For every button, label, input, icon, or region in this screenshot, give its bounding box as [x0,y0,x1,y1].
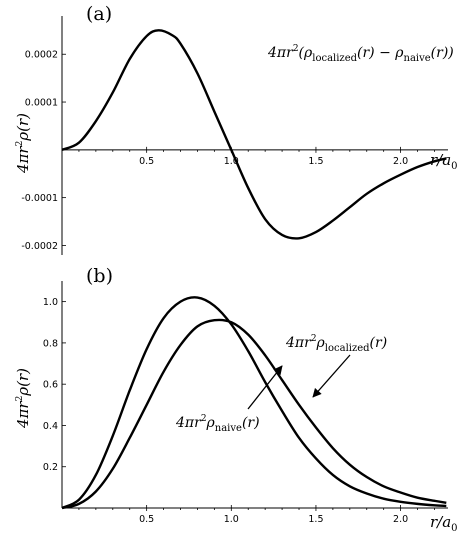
annotation-naive: 4πr2ρnaive(r) [175,414,260,434]
panel-a-letter: (a) [86,3,112,25]
panel-b-series-1-line [61,318,447,510]
panel-b-y-tick-label: 0.2 [43,462,58,473]
svg-text:r/a0: r/a0 [430,151,458,172]
annotation-localized: 4πr2ρlocalized(r) [285,334,387,354]
panel-a-y-tick-label: -0.0002 [21,241,58,252]
panel-a-x-tick-label: 1.5 [308,156,323,167]
svg-text:4πr2(ρlocalized(r) − ρnaive(r): 4πr2(ρlocalized(r) − ρnaive(r)) [267,44,454,64]
panel-a-plot: 0.5 1.0 1.5 2.0 -0.0002 -0.0001 0.0001 0.0002 [21,16,448,255]
panel-b-y-axis-title: 4πr2ρ(r) [14,368,32,429]
panel-a-x-tick-label: 0.5 [139,156,154,167]
panel-a-x-axis-title: r/a0 [430,151,458,172]
panel-b-x-tick-label: 2.0 [393,514,408,525]
panel-a-x-tick-label: 2.0 [393,156,408,167]
panel-b-y-tick-label: 0.4 [43,421,58,432]
panel-b-plot: 0.5 1.0 1.5 2.0 0.2 0.4 0.6 0.8 1.0 [43,281,448,525]
panel-b-y-tick-label: 1.0 [43,297,58,308]
panel-b-x-tick-label: 0.5 [139,514,154,525]
svg-text:r/a0: r/a0 [430,513,458,533]
panel-b-y-tick-label: 0.8 [43,338,58,349]
panel-b-x-axis-title: r/a0 [430,513,458,533]
panel-b-y-tick-label: 0.6 [43,380,58,391]
panel-b-x-tick-label: 1.5 [308,514,323,525]
panel-a-annotation: 4πr2(ρlocalized(r) − ρnaive(r)) [267,44,454,64]
svg-text:4πr2ρ(r): 4πr2ρ(r) [14,113,32,174]
svg-text:4πr2ρnaive(r): 4πr2ρnaive(r) [175,414,260,434]
panel-b-series-0-line [61,296,447,510]
svg-text:4πr2ρlocalized(r): 4πr2ρlocalized(r) [285,334,387,354]
panel-a-y-tick-label: 0.0001 [25,98,58,109]
panel-a: (a) 4πr2(ρlocalized(r) − ρnaive(r)) 4πr2… [14,3,458,255]
panel-b: (b) 4πr2ρ(r) r/a0 4πr2ρlocalized(r) 4πr2… [14,265,458,533]
panel-b-x-tick-label: 1.0 [224,514,239,525]
panel-b-letter: (b) [86,265,113,287]
panel-a-y-tick-label: 0.0002 [25,50,58,61]
arrow-localized [312,354,351,398]
panel-a-y-axis-title: 4πr2ρ(r) [14,113,32,174]
panel-a-x-tick-label: 1.0 [224,156,239,167]
panel-a-series-0-line [61,29,447,240]
panel-a-y-tick-label: -0.0001 [21,193,58,204]
svg-text:4πr2ρ(r): 4πr2ρ(r) [14,368,32,429]
